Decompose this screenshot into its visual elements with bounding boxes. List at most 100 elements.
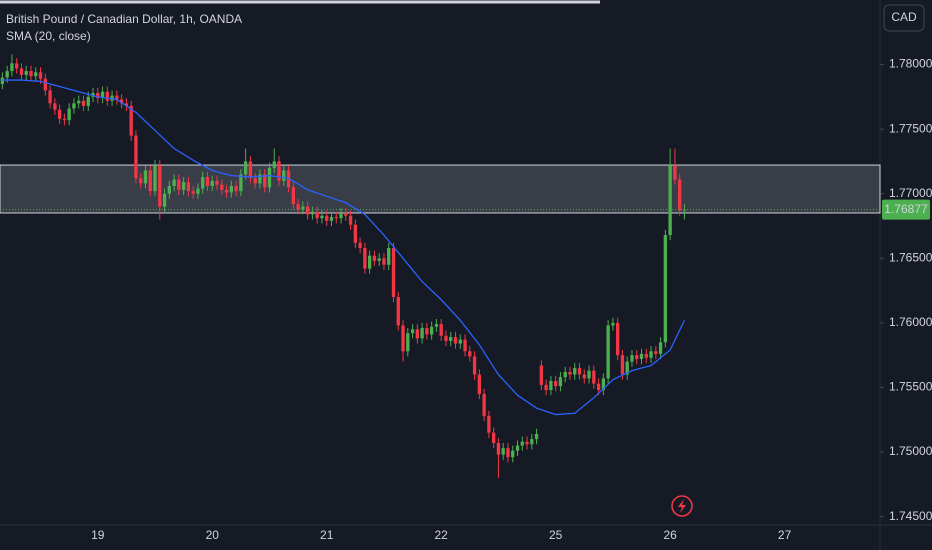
candle-body xyxy=(277,161,281,181)
candle-body xyxy=(358,242,362,248)
candle-body xyxy=(224,189,229,193)
candle-body xyxy=(668,165,672,236)
candle-body xyxy=(558,377,563,387)
candle-body xyxy=(139,178,143,184)
candle-body xyxy=(215,180,219,185)
candle-body xyxy=(582,374,586,379)
sma-line xyxy=(2,79,686,416)
candle-body xyxy=(38,72,43,79)
candle-body xyxy=(181,182,186,190)
candle-body xyxy=(29,71,33,77)
candle-body xyxy=(348,215,353,225)
candle-body xyxy=(563,371,567,378)
candle-body xyxy=(406,333,410,352)
candle-body xyxy=(243,161,248,175)
y-tick-label: 1.77500 xyxy=(889,121,932,135)
candle-body xyxy=(372,255,377,261)
candle-body xyxy=(167,185,171,194)
candle-body xyxy=(320,215,324,219)
candle-body xyxy=(339,213,343,219)
candle-body xyxy=(96,92,100,99)
candle-body xyxy=(439,324,443,336)
candle-body xyxy=(43,78,47,91)
candle-body xyxy=(429,326,434,335)
x-tick-label: 22 xyxy=(435,528,449,542)
candle-body xyxy=(611,322,615,326)
candle-body xyxy=(625,361,629,375)
candle-body xyxy=(573,368,577,375)
candle-body xyxy=(606,325,610,379)
candle-body xyxy=(248,161,253,179)
candle-body xyxy=(325,215,329,221)
y-tick-label: 1.78000 xyxy=(889,57,932,71)
candle-body xyxy=(444,335,448,341)
candle-body xyxy=(458,339,462,344)
candle-body xyxy=(234,185,238,192)
candle-body xyxy=(468,351,472,357)
candle-body xyxy=(491,432,496,443)
candle-body xyxy=(654,351,658,354)
candle-body xyxy=(72,103,76,109)
candle-body xyxy=(291,187,296,205)
candle-body xyxy=(210,180,214,186)
candle-body xyxy=(53,103,57,110)
candle-body xyxy=(201,176,205,189)
candle-body xyxy=(534,433,539,440)
candle-body xyxy=(258,174,262,184)
candle-body xyxy=(77,100,81,104)
candle-body xyxy=(81,100,86,106)
candle-body xyxy=(158,165,162,207)
candle-body xyxy=(67,108,71,121)
candle-body xyxy=(673,165,677,180)
candle-body xyxy=(568,371,572,375)
indicator-legend: SMA (20, close) xyxy=(6,29,91,43)
candle-body xyxy=(663,235,668,343)
candle-body xyxy=(501,448,505,455)
candle-body xyxy=(162,193,167,207)
candle-body xyxy=(10,63,14,72)
candle-body xyxy=(544,384,548,391)
candle-body xyxy=(363,247,367,269)
candle-body xyxy=(449,337,453,341)
chart-title: British Pound / Canadian Dollar, 1h, OAN… xyxy=(6,12,242,26)
candle-body xyxy=(596,383,601,391)
currency-label[interactable]: CAD xyxy=(891,10,917,24)
candle-body xyxy=(387,247,391,265)
candle-body xyxy=(239,174,243,192)
candle-body xyxy=(463,339,467,352)
candle-body xyxy=(649,351,653,358)
candle-body xyxy=(530,439,534,445)
alert-icon[interactable] xyxy=(671,495,693,517)
y-tick-label: 1.75500 xyxy=(889,380,932,394)
candle-body xyxy=(396,297,400,326)
y-tick-label: 1.76500 xyxy=(889,250,932,264)
candle-body xyxy=(100,91,105,99)
candle-body xyxy=(639,353,644,360)
candle-body xyxy=(253,178,257,184)
y-tick-label: 1.77000 xyxy=(889,186,932,200)
candle-body xyxy=(229,185,233,193)
candle-body xyxy=(267,167,272,188)
candle-body xyxy=(353,224,358,243)
candle-body xyxy=(391,247,396,298)
candle-body xyxy=(453,337,458,344)
candle-body xyxy=(415,329,420,339)
candle-body xyxy=(577,368,582,375)
x-tick-label: 25 xyxy=(549,528,563,542)
price-zone xyxy=(0,164,881,214)
candle-body xyxy=(334,216,338,219)
candle-body xyxy=(119,99,124,104)
currency-button[interactable] xyxy=(883,4,925,32)
candle-body xyxy=(153,165,157,192)
candle-body xyxy=(520,441,524,446)
x-tick-label: 19 xyxy=(91,528,105,542)
candle-body xyxy=(377,258,381,261)
candle-body xyxy=(420,328,424,339)
candle-body xyxy=(587,370,591,379)
candle-body xyxy=(115,95,119,100)
candle-body xyxy=(496,442,501,455)
y-tick-label: 1.75000 xyxy=(889,444,932,458)
candle-body xyxy=(301,206,305,210)
